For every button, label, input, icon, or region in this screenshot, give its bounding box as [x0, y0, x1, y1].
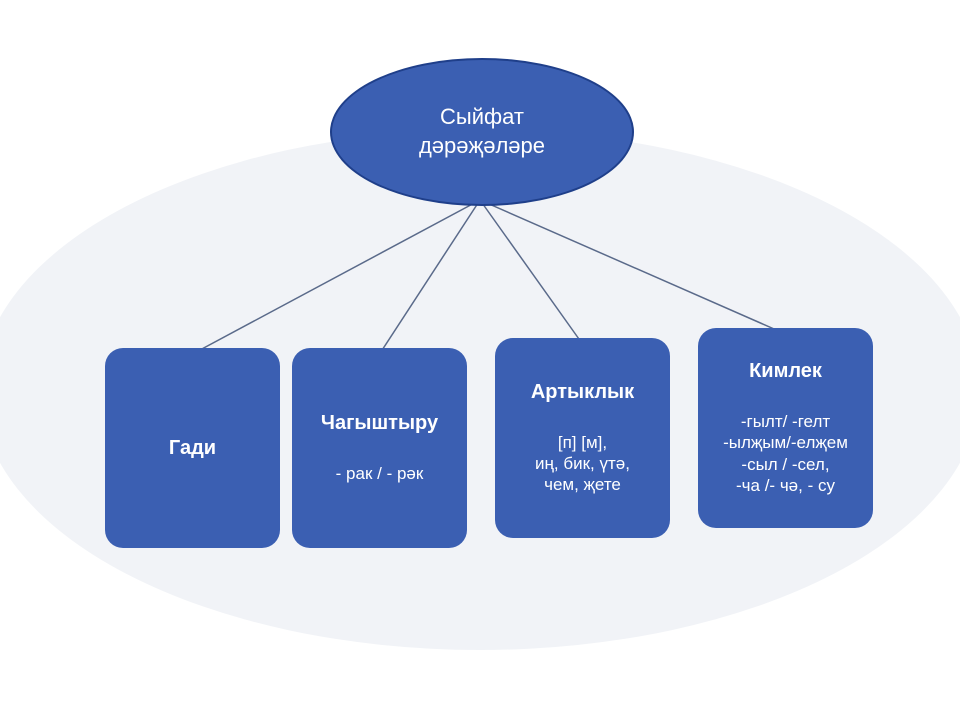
child-detail: [п] [м], иң, бик, үтә, чем, җете: [535, 432, 630, 496]
child-title: Гади: [169, 437, 216, 460]
child-node: Артыклык [п] [м], иң, бик, үтә, чем, җете: [495, 338, 670, 538]
child-detail: -гылт/ -гелт -ылҗым/-елҗем -сыл / -сел, …: [723, 411, 848, 496]
child-title: Чагыштыру: [321, 412, 438, 435]
child-title: Артыклык: [531, 381, 634, 404]
child-node: Чагыштыру - рак / - рәк: [292, 348, 467, 548]
child-node: Гади: [105, 348, 280, 548]
root-node: Сыйфат дәрәҗәләре: [330, 58, 634, 206]
child-node: Кимлек -гылт/ -гелт -ылҗым/-елҗем -сыл / …: [698, 328, 873, 528]
child-detail: - рак / - рәк: [336, 463, 424, 484]
diagram-canvas: Сыйфат дәрәҗәләре Гади Чагыштыру - рак / -…: [0, 0, 960, 720]
child-title: Кимлек: [749, 360, 822, 383]
root-label: Сыйфат дәрәҗәләре: [419, 103, 545, 160]
